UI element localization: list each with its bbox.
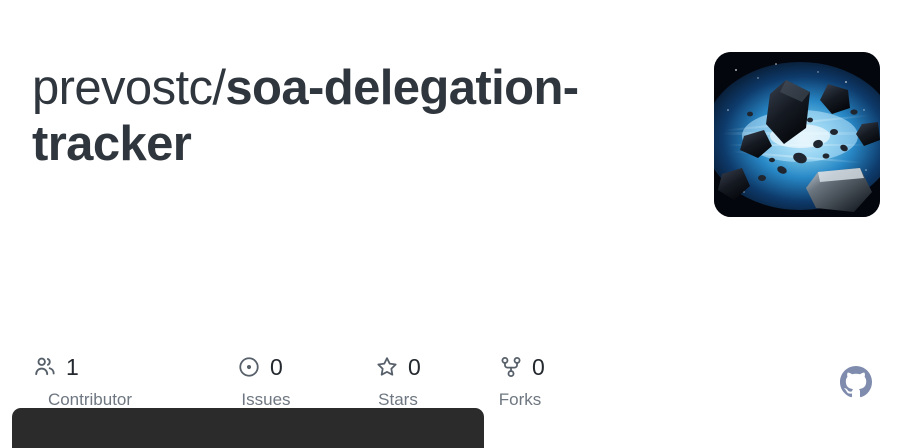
stat-contributors-label: Contributor <box>47 390 133 409</box>
repo-owner: prevostc <box>32 61 213 115</box>
stat-forks: 0 Forks <box>470 352 570 418</box>
repo-name: soa-delegation-tracker <box>32 61 579 171</box>
issue-opened-icon <box>238 356 260 378</box>
people-icon <box>34 356 56 378</box>
page-title: prevostc/soa-delegation-tracker <box>32 60 652 172</box>
stat-forks-label: Forks <box>498 390 542 409</box>
star-icon <box>376 356 398 378</box>
github-mark-icon <box>840 366 872 398</box>
stat-stars-value: 0 <box>408 354 421 380</box>
stat-issues: 0 Issues <box>216 352 316 418</box>
stat-stars: 0 Stars <box>350 352 446 418</box>
stat-issues-value: 0 <box>270 354 283 380</box>
stat-forks-value: 0 <box>532 354 545 380</box>
repository-social-card: prevostc/soa-delegation-tracker <box>12 52 880 448</box>
repository-social-image <box>714 52 880 217</box>
repo-name-separator: / <box>212 61 226 115</box>
bottom-overlay-bar <box>12 408 484 448</box>
stat-contributors: 1 Contributor <box>32 352 148 418</box>
stat-stars-label: Stars <box>378 390 418 409</box>
repo-forked-icon <box>500 356 522 378</box>
stat-issues-label: Issues <box>241 390 291 409</box>
stat-contributors-value: 1 <box>66 354 79 380</box>
repository-stats: 1 Contributor 0 Issues <box>32 352 632 418</box>
